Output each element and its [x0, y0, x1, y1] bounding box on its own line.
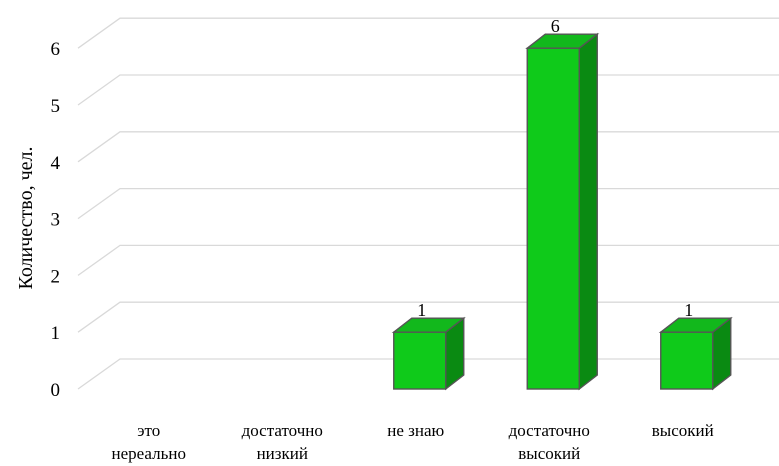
- x-category-label: достаточно высокий: [509, 421, 590, 463]
- data-labels: 1 6 1: [417, 16, 693, 320]
- y-tick-label: 6: [51, 39, 61, 60]
- y-tick-label: 4: [51, 153, 61, 174]
- bar: [658, 316, 733, 391]
- gridlines: [77, 17, 779, 390]
- y-tick-label: 2: [51, 266, 61, 287]
- data-label: 1: [684, 300, 693, 320]
- x-category-label: достаточно низкий: [242, 421, 323, 463]
- gridline: [77, 187, 779, 220]
- gridline: [77, 17, 779, 49]
- y-axis-label: Количество, чел.: [15, 146, 37, 289]
- gridline: [77, 244, 779, 276]
- x-category-label: это нереально: [112, 421, 186, 463]
- y-axis-ticks: 0 1 2 3 4 5 6: [51, 39, 61, 401]
- y-tick-label: 1: [51, 323, 61, 344]
- y-tick-label: 0: [51, 380, 61, 401]
- x-category-label: высокий: [652, 421, 714, 440]
- y-tick-label: 5: [51, 96, 61, 117]
- data-label: 6: [551, 16, 560, 36]
- bar: [391, 316, 466, 391]
- data-label: 1: [417, 300, 426, 320]
- bar: [525, 32, 600, 391]
- y-tick-label: 3: [51, 210, 61, 231]
- gridline: [77, 74, 779, 106]
- gridline: [77, 131, 779, 163]
- bars: [391, 32, 733, 391]
- x-category-label: не знаю: [387, 421, 444, 440]
- x-axis-categories: это нереально достаточно низкий не знаю доста…: [112, 421, 714, 463]
